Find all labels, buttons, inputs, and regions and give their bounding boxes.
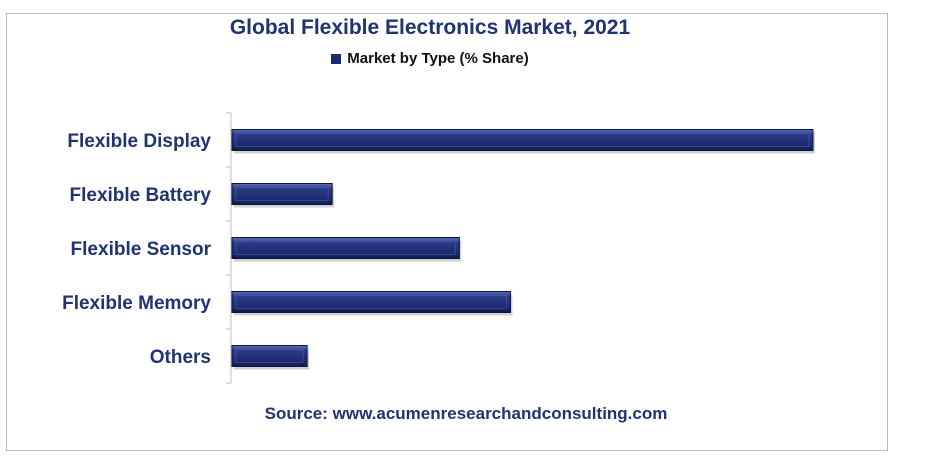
chart-frame [6,13,888,451]
bar-rect [231,129,814,151]
bar-bevel [235,295,507,309]
category-label: Flexible Sensor [71,239,212,260]
bar-bevel [235,133,810,147]
bar [231,129,815,154]
bar [231,183,335,208]
chart-title: Global Flexible Electronics Market, 2021 [229,16,631,39]
bar-bevel [235,349,304,363]
source-note: Source: www.acumenresearchandconsulting.… [264,404,668,423]
bar-rect [231,291,511,313]
bar-bevel [235,241,456,255]
legend-swatch [331,53,342,64]
bar [231,345,310,370]
chart-legend: Market by Type (% Share) [0,50,860,67]
bar [231,291,513,316]
category-label: Flexible Memory [62,293,211,314]
category-label: Flexible Display [67,131,211,152]
bar-rect [231,345,308,367]
bar-rect [231,183,333,205]
bar-rect [231,237,460,259]
bar [231,237,462,262]
bar-bevel [235,187,329,201]
legend-label: Market by Type (% Share) [347,50,529,67]
category-label: Flexible Battery [70,185,212,206]
category-label: Others [150,347,211,368]
